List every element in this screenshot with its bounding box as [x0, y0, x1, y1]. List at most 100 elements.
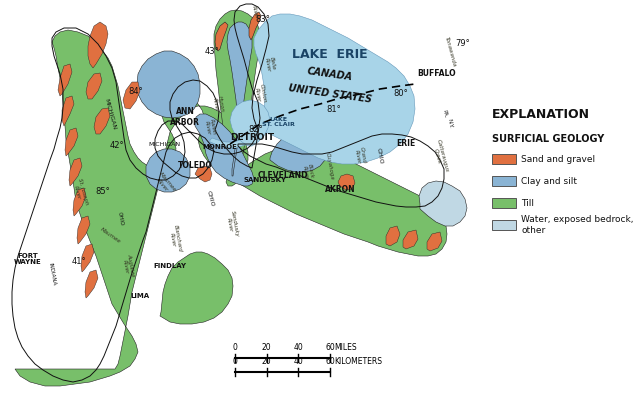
Text: 81°: 81° — [326, 105, 340, 114]
Polygon shape — [427, 232, 442, 251]
Polygon shape — [419, 181, 467, 226]
Text: BUFFALO: BUFFALO — [418, 69, 456, 78]
Polygon shape — [123, 82, 140, 109]
Text: KILOMETERS: KILOMETERS — [334, 357, 382, 366]
Text: St. Joseph
River: St. Joseph River — [71, 177, 89, 206]
Text: 20: 20 — [262, 343, 271, 352]
Text: Clinton
River: Clinton River — [253, 84, 267, 105]
Polygon shape — [15, 30, 248, 386]
Polygon shape — [338, 174, 355, 190]
Text: INDIANA: INDIANA — [47, 262, 56, 286]
Polygon shape — [210, 14, 415, 164]
Text: Water, exposed bedrock,
other: Water, exposed bedrock, other — [521, 215, 634, 235]
Text: Sand and gravel: Sand and gravel — [521, 154, 595, 164]
Text: 82°: 82° — [248, 124, 263, 133]
Polygon shape — [73, 188, 86, 216]
Text: SANDUSKY: SANDUSKY — [243, 177, 287, 183]
Text: Maumee: Maumee — [99, 227, 121, 245]
Text: Blanchard
River: Blanchard River — [167, 224, 183, 254]
Polygon shape — [160, 252, 233, 324]
Text: 43°: 43° — [205, 46, 220, 55]
Text: Auglaize
River: Auglaize River — [121, 254, 135, 278]
Text: MICHIGAN: MICHIGAN — [104, 98, 116, 130]
Polygon shape — [214, 10, 260, 186]
Polygon shape — [215, 22, 228, 51]
Text: Clay and silt: Clay and silt — [521, 177, 577, 185]
Polygon shape — [230, 100, 270, 146]
Text: DETROIT: DETROIT — [230, 133, 274, 141]
Bar — [492, 176, 516, 186]
Text: AKRON: AKRON — [324, 185, 355, 194]
Text: 40: 40 — [294, 343, 303, 352]
Text: 80°: 80° — [393, 90, 408, 99]
Text: 41°: 41° — [72, 257, 86, 265]
Polygon shape — [137, 51, 200, 118]
Polygon shape — [62, 96, 74, 126]
Text: Sandusky
River: Sandusky River — [225, 210, 239, 238]
Text: UNITED STATES: UNITED STATES — [287, 83, 372, 105]
Text: 42°: 42° — [110, 141, 125, 151]
Text: TOLEDO: TOLEDO — [177, 162, 212, 170]
Text: LAKE  ERIE: LAKE ERIE — [292, 48, 368, 61]
Text: 85°: 85° — [95, 187, 109, 196]
Text: 83°: 83° — [255, 15, 270, 23]
Text: Cuyahoga: Cuyahoga — [325, 152, 335, 180]
Text: LAKE
ST. CLAIR: LAKE ST. CLAIR — [262, 117, 294, 127]
Text: River: River — [251, 4, 259, 19]
Text: N.Y.: N.Y. — [447, 119, 453, 129]
Polygon shape — [227, 22, 252, 176]
Text: 0: 0 — [232, 357, 237, 366]
Text: 0: 0 — [232, 343, 237, 352]
Text: Huron
River: Huron River — [211, 95, 225, 113]
Text: CANADA: CANADA — [307, 66, 353, 82]
Text: 84°: 84° — [128, 86, 143, 95]
Text: 40: 40 — [294, 357, 303, 366]
Polygon shape — [403, 230, 418, 249]
Text: 60: 60 — [325, 357, 335, 366]
Polygon shape — [85, 270, 98, 298]
Text: Belle
River: Belle River — [264, 56, 276, 72]
Polygon shape — [238, 144, 447, 256]
Text: MICHIGAN: MICHIGAN — [148, 141, 180, 147]
Text: PA.: PA. — [442, 109, 448, 118]
Bar — [492, 154, 516, 164]
Text: ERIE: ERIE — [396, 139, 415, 149]
Polygon shape — [195, 114, 254, 186]
Bar — [492, 220, 516, 230]
Polygon shape — [146, 149, 190, 192]
Text: CLEVELAND: CLEVELAND — [258, 172, 308, 181]
Text: MONROE: MONROE — [203, 144, 237, 150]
Polygon shape — [69, 158, 82, 186]
Text: Tonawanda: Tonawanda — [444, 36, 456, 68]
Text: MILES: MILES — [334, 343, 356, 352]
Text: ANN
ARBOR: ANN ARBOR — [170, 107, 200, 127]
Text: Cattaraugus
Creek: Cattaraugus Creek — [431, 138, 449, 174]
Polygon shape — [77, 216, 90, 244]
Text: SURFICIAL GEOLOGY: SURFICIAL GEOLOGY — [492, 134, 604, 144]
Text: OHIO: OHIO — [116, 212, 124, 227]
Text: Raisin
River: Raisin River — [204, 118, 217, 136]
Polygon shape — [94, 108, 110, 134]
Text: LIMA: LIMA — [131, 293, 150, 299]
Text: FORT
WAYNE: FORT WAYNE — [14, 252, 42, 265]
Polygon shape — [195, 166, 212, 182]
Polygon shape — [58, 64, 72, 96]
Polygon shape — [88, 22, 108, 68]
Text: 79°: 79° — [455, 40, 470, 48]
Polygon shape — [65, 128, 78, 156]
Text: 20: 20 — [262, 357, 271, 366]
Polygon shape — [270, 132, 327, 172]
Polygon shape — [86, 73, 102, 99]
Text: OHIO: OHIO — [376, 147, 384, 164]
Text: Maumee
River: Maumee River — [153, 171, 177, 197]
Text: 60: 60 — [325, 343, 335, 352]
Text: Grand
River: Grand River — [353, 147, 367, 165]
Text: Black
River: Black River — [301, 164, 315, 180]
Polygon shape — [249, 12, 261, 40]
Polygon shape — [386, 226, 400, 246]
Text: Till: Till — [521, 198, 534, 208]
Bar — [492, 198, 516, 208]
Text: EXPLANATION: EXPLANATION — [492, 107, 590, 120]
Text: OHIO: OHIO — [205, 190, 214, 208]
Text: FINDLAY: FINDLAY — [154, 263, 186, 269]
